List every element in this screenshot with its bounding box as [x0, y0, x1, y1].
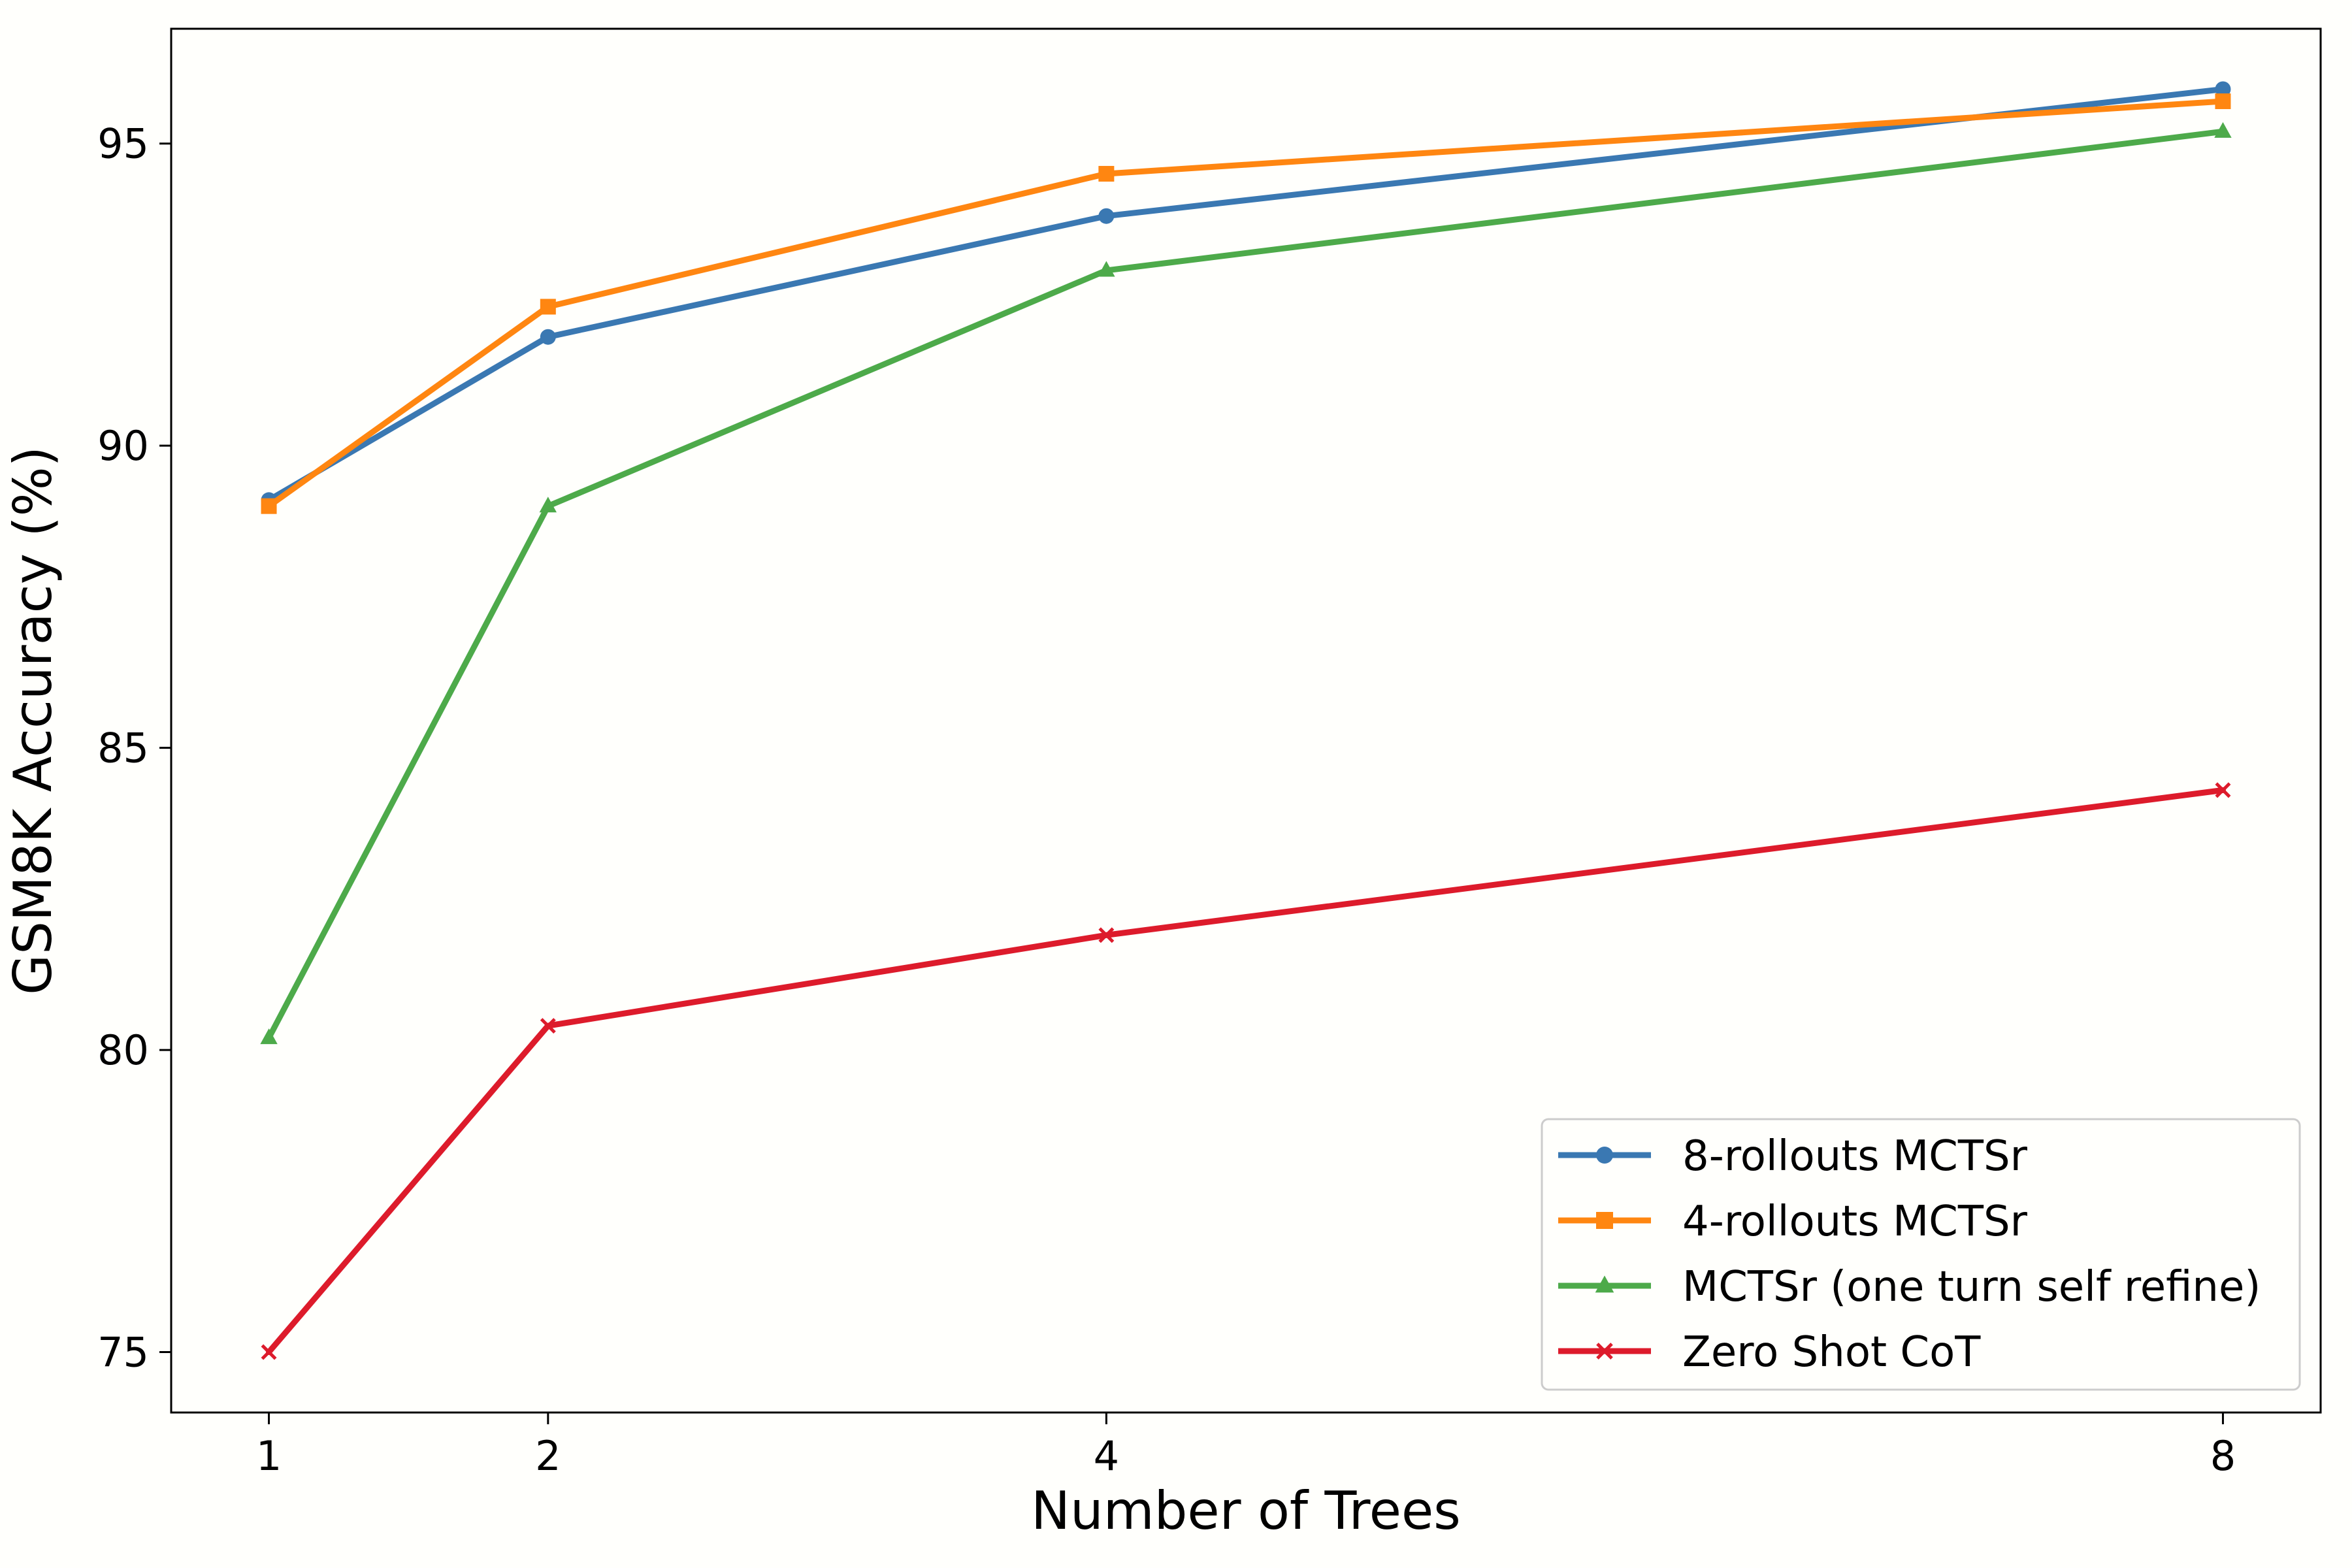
legend-marker [1596, 1343, 1613, 1360]
series-3 [260, 122, 2232, 1045]
legend-item: Zero Shot CoT [1558, 1328, 1981, 1377]
data-point [540, 299, 556, 315]
y-axis-title: GSM8K Accuracy (%) [3, 446, 63, 995]
plot-area [170, 27, 2322, 1414]
data-point [261, 498, 277, 514]
data-point [539, 497, 557, 513]
data-point [2214, 122, 2232, 138]
x-axis: 1 2 4 8 [256, 1413, 2236, 1480]
data-point [260, 1028, 278, 1045]
data-point [1098, 165, 1115, 182]
data-point [1098, 208, 1115, 224]
data-point [540, 329, 556, 345]
y-tick-label: 75 [97, 1329, 149, 1377]
legend-label: 4-rollouts MCTSr [1682, 1198, 2028, 1246]
data-point [1098, 261, 1115, 277]
x-tick-label: 1 [256, 1432, 282, 1480]
series-line [266, 86, 2226, 503]
legend-marker [1596, 1212, 1613, 1229]
y-tick-label: 90 [97, 422, 149, 470]
legend-marker [1596, 1147, 1613, 1164]
legend-label: 8-rollouts MCTSr [1682, 1132, 2028, 1181]
data-point [261, 1344, 277, 1360]
x-axis-title: Number of Trees [1031, 1480, 1461, 1541]
data-point [1098, 927, 1115, 943]
series-layer [260, 81, 2232, 1360]
series-line [266, 98, 2226, 510]
data-point [2215, 81, 2231, 97]
legend-item: MCTSr (one turn self refine) [1558, 1263, 2261, 1311]
data-point [2215, 782, 2231, 798]
series-4 [261, 782, 2231, 1360]
y-axis: 75 80 85 90 95 [97, 120, 171, 1377]
x-tick-label: 8 [2210, 1432, 2236, 1480]
series-2 [261, 93, 2231, 514]
legend-marker [1595, 1275, 1614, 1293]
y-tick-label: 95 [97, 120, 149, 168]
x-tick-label: 4 [1094, 1432, 1119, 1480]
y-tick-label: 80 [97, 1026, 149, 1074]
legend: 8-rollouts MCTSr 4-rollouts MCTSr MCTSr (o… [1541, 1118, 2301, 1391]
legend-item: 4-rollouts MCTSr [1558, 1198, 2028, 1246]
legend-label: MCTSr (one turn self refine) [1682, 1263, 2261, 1311]
data-point [2215, 93, 2231, 109]
legend-label: Zero Shot CoT [1682, 1328, 1981, 1377]
legend-item: 8-rollouts MCTSr [1558, 1132, 2028, 1181]
data-point [540, 1018, 556, 1034]
series-1 [261, 81, 2231, 508]
y-tick-label: 85 [97, 725, 149, 772]
series-line [266, 787, 2226, 1356]
series-line [266, 128, 2226, 1041]
legend-frame [1541, 1118, 2301, 1391]
x-tick-label: 2 [535, 1432, 561, 1480]
